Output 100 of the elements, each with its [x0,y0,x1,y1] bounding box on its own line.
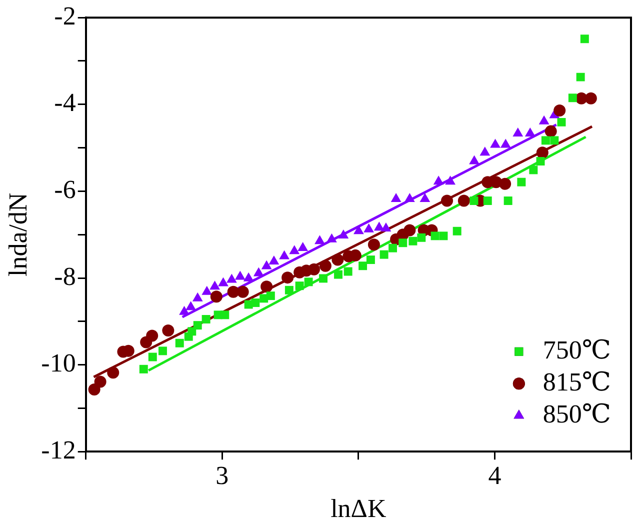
point [266,292,275,300]
point [500,138,511,148]
point [404,193,415,202]
point [202,314,210,324]
point [544,125,557,138]
point [358,262,368,270]
point [483,196,492,205]
point [452,226,462,236]
y-axis-title: lnda/dN [3,192,32,276]
point [529,166,538,174]
point [186,301,196,310]
point [470,196,478,205]
point [260,280,273,293]
x-tick-label: 4 [488,461,502,490]
point [298,242,308,252]
point [364,223,374,232]
point [517,178,526,186]
point [158,346,167,356]
point [524,127,536,136]
point [308,263,320,276]
point [218,277,228,286]
point [417,233,426,242]
point [504,196,512,205]
point [445,176,456,185]
point [282,272,294,284]
point [162,324,174,337]
point [557,118,566,126]
point [220,310,230,320]
point [94,376,106,388]
point [236,286,249,298]
x-tick-label: 3 [216,461,229,490]
point [326,233,337,242]
point [253,267,264,276]
point [430,232,440,240]
point [107,366,120,379]
point [226,274,237,283]
point [458,194,470,207]
point [576,72,585,82]
point [304,278,313,286]
point [314,235,325,244]
x-axis-title: lnΔK [330,494,387,524]
point [332,254,344,266]
point [295,282,304,290]
point [202,286,212,295]
point [338,229,349,238]
y-tick-label: -12 [41,435,76,464]
y-tick-label: -4 [54,88,76,118]
point [146,330,158,342]
point [268,256,280,265]
point [234,270,246,280]
point [441,194,454,207]
legend-label: 850℃ [542,399,612,428]
point [550,136,559,145]
point [580,34,589,44]
point [541,136,550,145]
point [536,157,545,166]
y-tick-label: -10 [41,348,76,378]
point [420,193,430,202]
point [366,256,375,264]
point [243,272,254,282]
point [175,338,184,348]
point [334,270,342,279]
point [398,238,408,248]
point [368,238,380,251]
point [210,280,220,290]
point [380,250,388,259]
point [480,146,490,156]
point [284,286,294,294]
point [380,222,392,232]
point [388,244,398,252]
point [512,127,524,136]
y-tick-label: -2 [54,1,76,30]
point [279,250,290,260]
point [210,290,222,303]
point [404,224,416,236]
point [261,260,272,270]
point [188,327,196,336]
point [251,298,260,307]
point [193,321,202,330]
point [139,364,148,374]
point [499,178,512,190]
point [148,352,157,362]
point [319,274,328,283]
y-tick-label: -6 [54,175,76,204]
point [536,146,548,159]
point [538,115,550,124]
point [433,176,444,185]
point [192,292,203,302]
point [490,138,500,148]
point [584,92,597,104]
point [179,306,190,315]
point [319,260,332,272]
legend-label: 815℃ [542,367,612,396]
point [554,104,566,116]
legend-label: 750℃ [542,335,612,364]
point [408,236,418,246]
point [568,94,577,102]
point [439,232,448,240]
point [344,267,352,276]
y-tick-label: -8 [54,262,76,291]
